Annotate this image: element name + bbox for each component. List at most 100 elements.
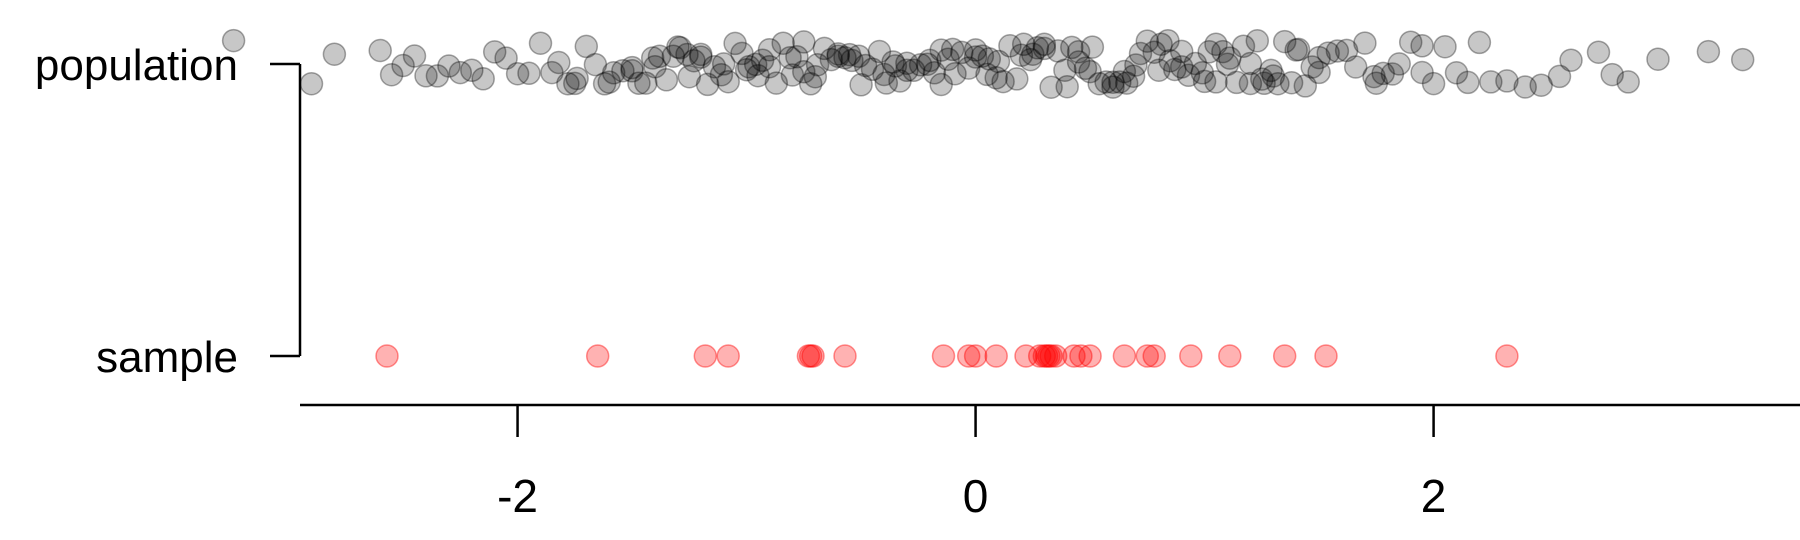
population-point (1204, 70, 1228, 94)
population-point (322, 42, 347, 66)
population-point (757, 54, 782, 79)
population-point (1094, 70, 1118, 94)
population-point (771, 31, 795, 55)
population-point (1183, 51, 1208, 76)
population-point (482, 40, 507, 64)
population-point (702, 54, 727, 79)
population-point (368, 38, 392, 63)
population-point (221, 28, 246, 53)
population-point (1362, 64, 1386, 89)
population-point (936, 47, 960, 71)
population-point (764, 71, 789, 95)
population-point (940, 37, 965, 62)
population-point (950, 40, 974, 65)
population-point (716, 69, 740, 94)
population-point (1286, 37, 1311, 62)
population-point (819, 47, 844, 72)
population-point (1176, 63, 1201, 88)
population-point (677, 64, 702, 89)
population-point (1032, 32, 1057, 57)
sample-point (1314, 344, 1338, 368)
population-point (574, 34, 599, 59)
points-layer (221, 28, 1755, 368)
population-point (922, 61, 947, 85)
population-point (471, 67, 495, 91)
population-point (1261, 64, 1286, 88)
population-point (563, 71, 587, 96)
population-point (1325, 39, 1350, 63)
population-point (1121, 64, 1146, 88)
population-point (849, 73, 873, 97)
population-point (1467, 30, 1492, 55)
population-point (1005, 67, 1029, 91)
population-point (1224, 70, 1249, 95)
sample-point (1218, 344, 1242, 368)
population-point (611, 58, 635, 83)
population-point (1009, 43, 1034, 67)
population-point (709, 62, 734, 87)
population-point (505, 61, 530, 86)
sample-point (1142, 344, 1166, 368)
population-point (943, 61, 967, 86)
population-point (1259, 58, 1283, 83)
population-point (1353, 31, 1377, 55)
population-point (963, 38, 988, 62)
population-point (1364, 71, 1389, 95)
population-point (1398, 30, 1423, 54)
sample-point (716, 344, 740, 368)
population-point (1245, 29, 1270, 53)
population-point (1080, 35, 1105, 59)
population-point (963, 45, 988, 69)
population-point (1039, 75, 1063, 99)
population-point (1101, 75, 1125, 99)
population-point (1238, 51, 1263, 76)
population-point (1300, 55, 1324, 79)
population-point (977, 47, 1002, 71)
population-point (647, 44, 672, 69)
population-point (1343, 55, 1368, 79)
population-point (1334, 38, 1359, 63)
population-point (895, 58, 919, 83)
population-point (743, 52, 768, 77)
population-point (901, 58, 926, 83)
population-point (826, 42, 850, 66)
population-point (970, 44, 995, 68)
population-point (1307, 45, 1331, 70)
sample-point (1062, 344, 1086, 368)
population-point (1218, 46, 1242, 70)
population-point (1169, 55, 1194, 79)
population-point (1559, 48, 1583, 72)
population-point (1529, 73, 1553, 97)
population-point (1108, 70, 1132, 94)
population-point (1192, 69, 1217, 94)
population-point (1272, 29, 1297, 54)
population-point (853, 53, 878, 78)
sample-point (693, 344, 718, 368)
population-point (792, 30, 816, 54)
y-label-sample: sample (96, 333, 238, 382)
sample-point (1179, 344, 1203, 368)
population-point (1284, 38, 1308, 62)
population-point (888, 69, 912, 93)
population-point (1316, 41, 1340, 65)
population-point (1387, 52, 1411, 76)
population-point (391, 53, 415, 78)
population-point (833, 45, 857, 70)
population-point (915, 52, 940, 76)
population-point (1371, 61, 1395, 86)
population-point (730, 41, 754, 66)
population-point (805, 52, 830, 77)
sample-point (931, 344, 956, 368)
population-point (1250, 67, 1274, 91)
population-point (1266, 71, 1290, 96)
population-point (1433, 34, 1457, 59)
population-point (1495, 69, 1519, 93)
sample-point (585, 344, 610, 368)
sample-point (1034, 344, 1059, 368)
population-point (1078, 59, 1102, 84)
population-point (1128, 41, 1153, 66)
population-point (847, 44, 871, 68)
population-point (984, 66, 1008, 90)
population-point (1066, 39, 1091, 64)
